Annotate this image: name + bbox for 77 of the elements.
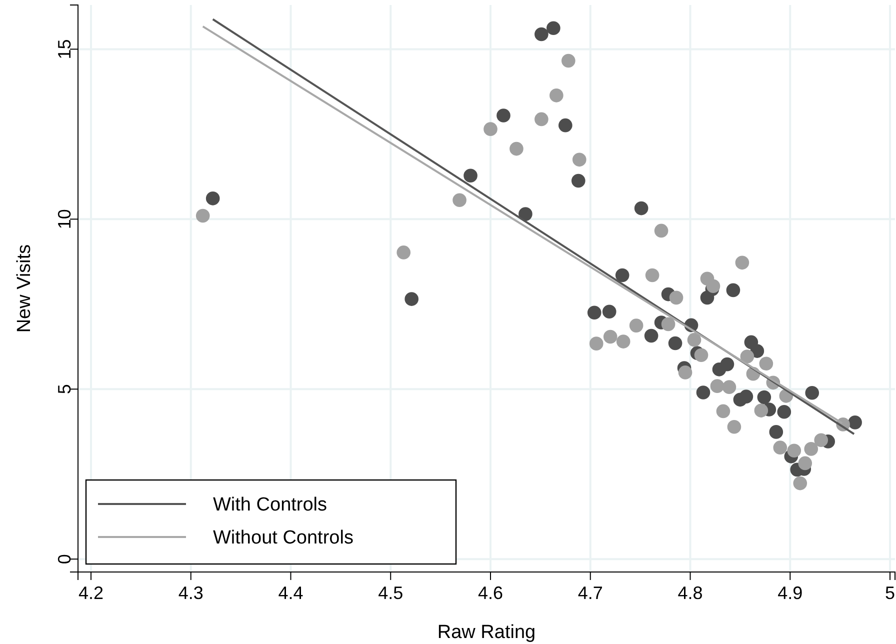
point xyxy=(661,317,676,332)
point xyxy=(616,334,630,348)
point xyxy=(196,208,210,223)
point xyxy=(735,256,750,270)
point xyxy=(777,405,792,419)
point xyxy=(759,356,774,371)
point xyxy=(706,279,720,294)
point xyxy=(720,357,734,372)
point xyxy=(787,444,802,458)
point xyxy=(404,292,418,306)
point xyxy=(696,386,710,400)
legend-label: With Controls xyxy=(213,494,328,516)
point xyxy=(805,386,820,400)
x-tick-label: 4.7 xyxy=(578,583,603,604)
point xyxy=(726,283,740,298)
point xyxy=(602,304,616,319)
point xyxy=(518,207,532,221)
point xyxy=(793,476,808,490)
point xyxy=(452,193,466,208)
x-tick-label: 4.5 xyxy=(378,583,404,604)
x-tick-label: 4.9 xyxy=(778,583,803,604)
point xyxy=(769,425,784,439)
point xyxy=(669,290,684,305)
point xyxy=(550,88,564,102)
point xyxy=(396,246,411,260)
point xyxy=(694,348,708,362)
point xyxy=(587,306,602,320)
x-tick-label: 4.3 xyxy=(178,583,204,604)
point xyxy=(727,420,742,434)
y-tick-label: 0 xyxy=(54,554,74,564)
y-tick-label: 15 xyxy=(54,39,74,60)
legend-label: Without Controls xyxy=(213,528,354,549)
point xyxy=(464,168,478,183)
point xyxy=(678,366,692,380)
point xyxy=(722,380,736,394)
point xyxy=(710,379,724,393)
point xyxy=(804,442,818,456)
point xyxy=(546,21,560,36)
point xyxy=(740,350,754,364)
point xyxy=(814,433,828,448)
point xyxy=(750,344,764,358)
point xyxy=(206,192,220,206)
point xyxy=(798,456,812,470)
y-tick-label: 10 xyxy=(54,209,74,230)
point xyxy=(571,174,586,188)
point xyxy=(629,318,644,332)
point xyxy=(561,54,576,68)
x-tick-label: 4.4 xyxy=(278,583,304,604)
x-tick-label: 5 xyxy=(885,583,896,604)
point xyxy=(484,122,498,136)
point xyxy=(739,390,754,404)
x-tick-label: 4.6 xyxy=(478,583,504,604)
point xyxy=(773,440,788,454)
point xyxy=(716,404,730,418)
point xyxy=(603,330,618,344)
x-tick-label: 4.2 xyxy=(78,583,104,604)
point xyxy=(615,268,630,282)
point xyxy=(644,328,658,343)
point xyxy=(757,390,772,404)
point xyxy=(496,108,510,122)
point xyxy=(687,332,702,347)
point xyxy=(534,112,548,126)
point xyxy=(510,142,524,156)
point xyxy=(754,404,768,418)
point xyxy=(534,27,548,42)
point xyxy=(848,416,862,430)
point xyxy=(668,336,682,350)
point xyxy=(589,336,604,350)
point xyxy=(572,152,586,167)
point xyxy=(654,224,668,238)
point xyxy=(634,201,648,216)
point xyxy=(645,268,660,282)
x-tick-label: 4.8 xyxy=(678,583,703,604)
y-tick-label: 5 xyxy=(54,384,74,394)
x-axis-title: Raw Rating xyxy=(437,622,536,643)
y-axis-title: New Visits xyxy=(14,244,35,333)
point xyxy=(558,118,572,132)
